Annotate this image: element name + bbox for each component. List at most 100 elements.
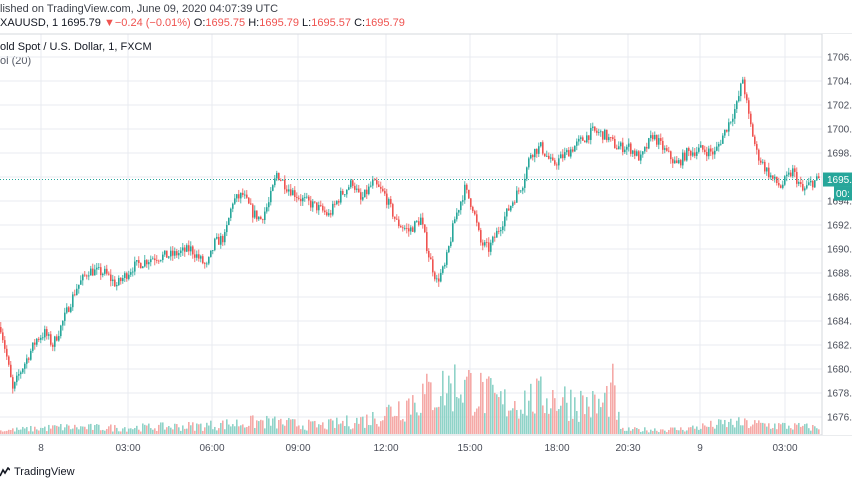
volume-bar bbox=[478, 406, 480, 434]
candle-body bbox=[380, 186, 382, 189]
candle-body bbox=[44, 329, 46, 338]
volume-bar bbox=[426, 373, 428, 434]
volume-bar bbox=[32, 431, 34, 434]
candle-body bbox=[538, 146, 540, 154]
candle-body bbox=[570, 149, 572, 157]
candle-body bbox=[742, 79, 744, 84]
volume-bar bbox=[180, 430, 182, 434]
volume-bar bbox=[514, 401, 516, 434]
candle-body bbox=[628, 143, 630, 147]
candle-body bbox=[18, 374, 20, 376]
candle-body bbox=[746, 94, 748, 101]
candle-body bbox=[744, 79, 746, 95]
volume-bar bbox=[642, 431, 644, 434]
candle-body bbox=[528, 158, 530, 168]
candle-body bbox=[76, 288, 78, 296]
candle-body bbox=[66, 307, 68, 313]
volume-bar bbox=[278, 419, 280, 434]
volume-bar bbox=[134, 428, 136, 434]
candle-body bbox=[42, 337, 44, 339]
candle-body bbox=[608, 137, 610, 141]
volume-bar bbox=[792, 429, 794, 434]
volume-bar bbox=[208, 425, 210, 434]
volume-bar bbox=[266, 415, 268, 434]
candle-body bbox=[648, 138, 650, 149]
candle-body bbox=[808, 182, 810, 186]
time-axis[interactable]: 8 03:00 06:00 09:00 12:00 15:00 18:00 20:30 9 03:… bbox=[0, 434, 852, 454]
candle-body bbox=[474, 211, 476, 215]
candle-body bbox=[160, 259, 162, 261]
volume-bar bbox=[714, 428, 716, 434]
volume-bar bbox=[246, 427, 248, 434]
change-value: −0.24 (−0.01%) bbox=[114, 17, 191, 29]
price-axis[interactable]: 1676.00 1678.00 1680.00 1682.00 1684.00 1686.… bbox=[821, 34, 852, 435]
candle-body bbox=[158, 260, 160, 262]
volume-bar bbox=[346, 415, 348, 434]
candle-body bbox=[194, 254, 196, 258]
candle-body bbox=[234, 198, 236, 204]
candle-body bbox=[624, 149, 626, 153]
footer-brand: TradingView bbox=[14, 466, 75, 478]
volume-bar bbox=[210, 420, 212, 434]
volume-bar bbox=[530, 383, 532, 434]
volume-bar bbox=[116, 427, 118, 434]
volume-bar bbox=[406, 400, 408, 434]
volume-bar bbox=[306, 430, 308, 434]
volume-bar bbox=[104, 430, 106, 434]
candle-body bbox=[252, 204, 254, 218]
candle-body bbox=[386, 193, 388, 205]
close-label: C: bbox=[354, 17, 366, 29]
volume-bar bbox=[472, 415, 474, 434]
candle-body bbox=[122, 278, 124, 282]
volume-bar bbox=[378, 426, 380, 434]
chart-title: old Spot / U.S. Dollar, 1, FXCM bbox=[0, 41, 152, 53]
volume-bar bbox=[84, 426, 86, 434]
volume-bar bbox=[228, 424, 230, 434]
volume-bar bbox=[646, 430, 648, 434]
volume-bar bbox=[658, 432, 660, 434]
candle-body bbox=[416, 221, 418, 223]
volume-bar bbox=[66, 424, 68, 434]
open-label: O: bbox=[193, 17, 206, 29]
volume-bar bbox=[752, 424, 754, 434]
volume-bar bbox=[610, 382, 612, 434]
volume-bar bbox=[598, 398, 600, 434]
candle-body bbox=[232, 203, 234, 209]
volume-bar bbox=[112, 431, 114, 434]
candle-body bbox=[778, 183, 780, 186]
volume-bar bbox=[74, 424, 76, 434]
volume-bar bbox=[620, 428, 622, 434]
volume-bar bbox=[88, 424, 90, 434]
candle-body bbox=[338, 201, 340, 203]
last-price-tag bbox=[823, 172, 852, 187]
candle-body bbox=[222, 236, 224, 243]
volume-bar bbox=[222, 420, 224, 434]
volume-bar bbox=[614, 385, 616, 434]
candle-body bbox=[162, 254, 164, 260]
candle-body bbox=[798, 182, 800, 184]
volume-bar bbox=[82, 426, 84, 434]
volume-bar bbox=[272, 418, 274, 434]
candle-body bbox=[700, 145, 702, 148]
volume-bar bbox=[796, 424, 798, 434]
candle-body bbox=[612, 137, 614, 139]
candle-body bbox=[440, 272, 442, 282]
volume-bar bbox=[452, 411, 454, 434]
candle-body bbox=[280, 180, 282, 181]
candle-body bbox=[488, 242, 490, 252]
volume-bar bbox=[260, 419, 262, 434]
candlesticks bbox=[0, 76, 820, 394]
volume-bar bbox=[740, 425, 742, 434]
volume-bar bbox=[540, 376, 542, 434]
candle-body bbox=[104, 268, 106, 274]
candle-body bbox=[346, 189, 348, 195]
candle-body bbox=[680, 160, 682, 166]
volume-indicator-label: ol (20) bbox=[0, 55, 32, 67]
volume-bar bbox=[114, 425, 116, 434]
volume-bar bbox=[678, 430, 680, 434]
candle-body bbox=[224, 232, 226, 243]
volume-bar bbox=[814, 426, 816, 434]
volume-bar bbox=[716, 424, 718, 434]
candle-body bbox=[458, 210, 460, 213]
